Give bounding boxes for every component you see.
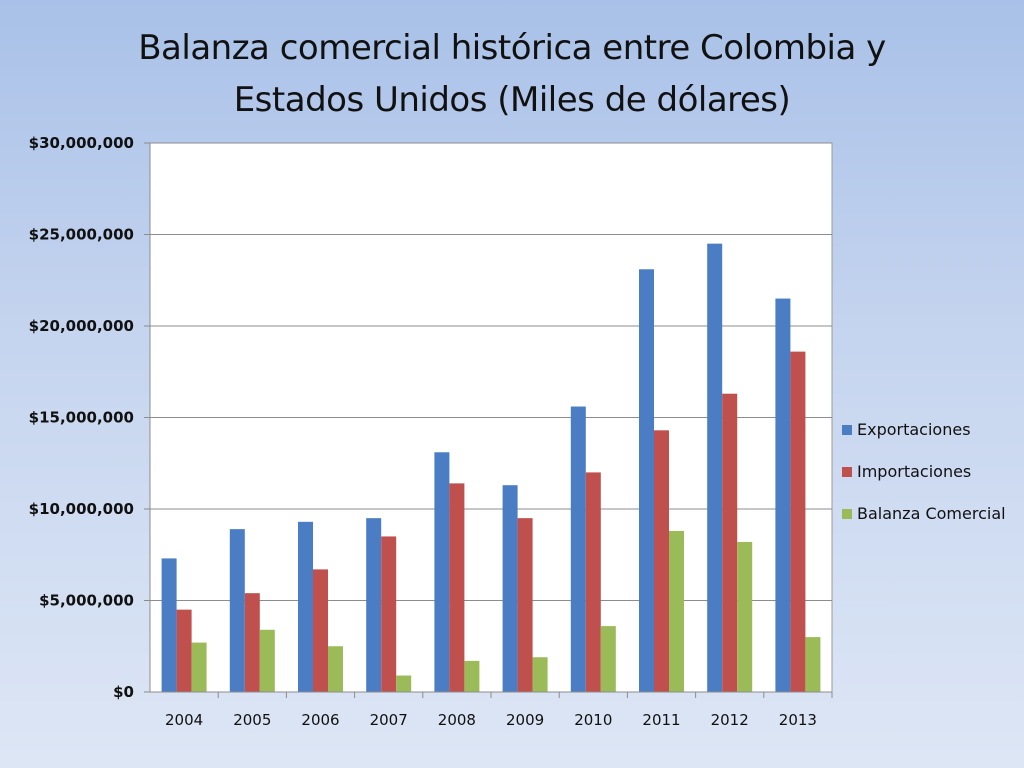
x-tick-label: 2007 [370,711,408,729]
x-tick-label: 2006 [301,711,339,729]
bar-importaciones-2012 [722,393,738,692]
x-tick-label: 2008 [438,711,476,729]
axes [149,143,833,698]
legend-label-exportaciones: Exportaciones [857,420,971,439]
bar-importaciones-2004 [176,609,192,692]
bars [161,243,821,692]
y-tick-label: $25,000,000 [29,226,134,244]
bar-exportaciones-2007 [366,518,382,692]
legend-label-importaciones: Importaciones [857,462,971,481]
bar-balanza-comercial-2005 [259,629,275,692]
bar-importaciones-2013 [790,351,806,692]
x-axis-tick-labels: 2004 2005 2006 2007 2008 2009 2010 2011 2012 2013 [165,711,817,729]
bar-importaciones-2009 [517,518,533,692]
y-tick-label: $0 [113,683,134,701]
chart-title-line-2: Estados Unidos (Miles de dólares) [233,80,791,120]
y-tick-label: $15,000,000 [29,409,134,427]
bar-importaciones-2010 [585,472,601,692]
y-axis-tick-labels: $0 $5,000,000 $10,000,000 $15,000,000 $20,00… [29,134,134,701]
y-tick-label: $5,000,000 [39,592,134,610]
bar-importaciones-2006 [313,569,328,692]
bar-exportaciones-2008 [434,452,450,692]
legend-swatch-importaciones [842,467,852,477]
x-tick-label: 2011 [642,711,680,729]
bar-balanza-comercial-2007 [396,675,412,692]
x-tick-label: 2004 [165,711,203,729]
bar-balanza-comercial-2013 [805,637,821,692]
chart-title-line-1: Balanza comercial histórica entre Colomb… [138,28,886,68]
bar-balanza-comercial-2012 [737,541,753,692]
bar-exportaciones-2006 [298,521,313,692]
legend-swatch-balanza-comercial [842,509,852,519]
x-tick-label: 2013 [779,711,817,729]
x-tick-label: 2009 [506,711,544,729]
legend: Exportaciones Importaciones Balanza Comerc… [842,420,1006,523]
legend-swatch-exportaciones [842,425,852,435]
bar-exportaciones-2012 [707,243,723,692]
bar-balanza-comercial-2009 [532,657,548,692]
bar-exportaciones-2010 [570,406,586,692]
x-tick-label: 2010 [574,711,612,729]
bar-exportaciones-2005 [229,529,245,692]
chart-title: Balanza comercial histórica entre Colomb… [0,22,1024,126]
bar-balanza-comercial-2006 [328,646,343,692]
bar-balanza-comercial-2011 [669,530,684,692]
bar-balanza-comercial-2010 [600,626,616,692]
bar-importaciones-2005 [244,593,260,692]
y-tick-label: $30,000,000 [29,134,134,152]
bar-exportaciones-2009 [502,485,518,692]
cropped-footnote [140,756,1000,768]
bar-balanza-comercial-2008 [464,660,480,692]
bar-exportaciones-2013 [775,298,791,692]
bar-exportaciones-2004 [161,558,177,692]
x-tick-label: 2005 [233,711,271,729]
y-tick-label: $10,000,000 [29,500,134,518]
legend-label-balanza-comercial: Balanza Comercial [857,504,1006,523]
bar-importaciones-2011 [654,430,669,692]
bar-importaciones-2008 [449,483,465,692]
bar-exportaciones-2011 [639,269,654,692]
x-tick-label: 2012 [711,711,749,729]
bar-importaciones-2007 [381,536,397,692]
y-tick-label: $20,000,000 [29,317,134,335]
bar-balanza-comercial-2004 [191,642,207,692]
